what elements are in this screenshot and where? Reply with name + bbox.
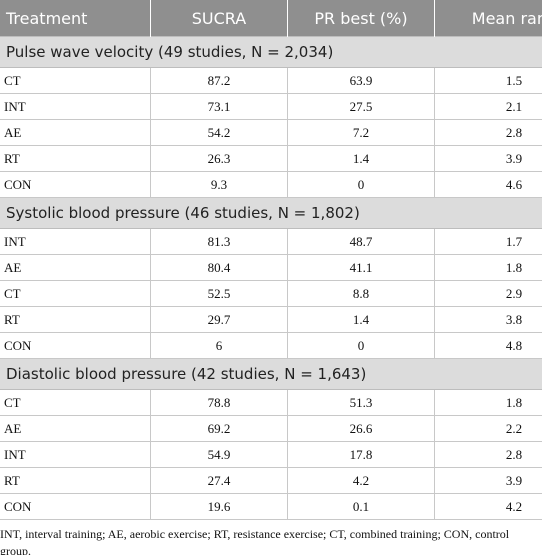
cell-value: 1.4 [287,306,435,333]
treatment: RT [0,467,151,494]
cell-value: 81.3 [150,228,288,255]
data-row: INT 81.3 48.7 1.7 [0,228,542,255]
cell-value: 6 [150,332,288,359]
data-row: AE 69.2 26.6 2.2 [0,415,542,442]
cell-value: 26.6 [287,415,435,442]
cell-value: 2.9 [434,280,542,307]
cell-value: 1.7 [434,228,542,255]
data-row: RT 27.4 4.2 3.9 [0,467,542,494]
data-row: RT 29.7 1.4 3.8 [0,306,542,333]
treatment: INT [0,228,151,255]
cell-value: 27.5 [287,93,435,120]
data-row: AE 80.4 41.1 1.8 [0,254,542,281]
group-row: Pulse wave velocity (49 studies, N = 2,0… [0,36,542,68]
group-title: Diastolic blood pressure (42 studies, N … [0,358,542,390]
data-row: AE 54.2 7.2 2.8 [0,119,542,146]
treatment: CT [0,280,151,307]
data-row: INT 54.9 17.8 2.8 [0,441,542,468]
cell-value: 4.6 [434,171,542,198]
cell-value: 7.2 [287,119,435,146]
cell-value: 2.2 [434,415,542,442]
cell-value: 4.2 [434,493,542,520]
cell-value: 0 [287,332,435,359]
footnote: INT, interval training; AE, aerobic exer… [0,527,510,555]
cell-value: 51.3 [287,389,435,416]
cell-value: 0.1 [287,493,435,520]
cell-value: 41.1 [287,254,435,281]
cell-value: 19.6 [150,493,288,520]
cell-value: 8.8 [287,280,435,307]
cell-value: 69.2 [150,415,288,442]
cell-value: 3.9 [434,145,542,172]
cell-value: 4.8 [434,332,542,359]
cell-value: 17.8 [287,441,435,468]
cell-value: 87.2 [150,67,288,94]
data-row: CON 9.3 0 4.6 [0,171,542,198]
cell-value: 26.3 [150,145,288,172]
cell-value: 29.7 [150,306,288,333]
treatment: INT [0,93,151,120]
group-title: Pulse wave velocity (49 studies, N = 2,0… [0,36,542,68]
column-header: SUCRA [150,0,288,37]
cell-value: 27.4 [150,467,288,494]
cell-value: 2.8 [434,441,542,468]
treatment: RT [0,306,151,333]
cell-value: 1.8 [434,254,542,281]
cell-value: 4.2 [287,467,435,494]
table-body: Pulse wave velocity (49 studies, N = 2,0… [0,36,542,520]
cell-value: 3.8 [434,306,542,333]
cell-value: 1.5 [434,67,542,94]
treatment: INT [0,441,151,468]
group-row: Diastolic blood pressure (42 studies, N … [0,358,542,390]
cell-value: 48.7 [287,228,435,255]
treatment: CON [0,171,151,198]
treatment: AE [0,119,151,146]
cell-value: 52.5 [150,280,288,307]
group-title: Systolic blood pressure (46 studies, N =… [0,197,542,229]
cell-value: 54.2 [150,119,288,146]
cell-value: 2.1 [434,93,542,120]
treatment: RT [0,145,151,172]
column-header: PR best (%) [287,0,435,37]
cell-value: 63.9 [287,67,435,94]
cell-value: 1.8 [434,389,542,416]
treatment: AE [0,415,151,442]
column-header: Treatment [0,0,151,37]
cell-value: 54.9 [150,441,288,468]
treatment: CON [0,493,151,520]
treatment: AE [0,254,151,281]
data-row: CT 78.8 51.3 1.8 [0,389,542,416]
cell-value: 3.9 [434,467,542,494]
column-header: Mean rank [434,0,542,37]
cell-value: 73.1 [150,93,288,120]
cell-value: 78.8 [150,389,288,416]
cell-value: 0 [287,171,435,198]
group-row: Systolic blood pressure (46 studies, N =… [0,197,542,229]
data-row: CT 87.2 63.9 1.5 [0,67,542,94]
cell-value: 2.8 [434,119,542,146]
treatment: CT [0,389,151,416]
data-row: CT 52.5 8.8 2.9 [0,280,542,307]
data-row: CON 6 0 4.8 [0,332,542,359]
data-row: CON 19.6 0.1 4.2 [0,493,542,520]
treatment: CON [0,332,151,359]
data-row: RT 26.3 1.4 3.9 [0,145,542,172]
cell-value: 80.4 [150,254,288,281]
cell-value: 1.4 [287,145,435,172]
treatment: CT [0,67,151,94]
cell-value: 9.3 [150,171,288,198]
data-row: INT 73.1 27.5 2.1 [0,93,542,120]
